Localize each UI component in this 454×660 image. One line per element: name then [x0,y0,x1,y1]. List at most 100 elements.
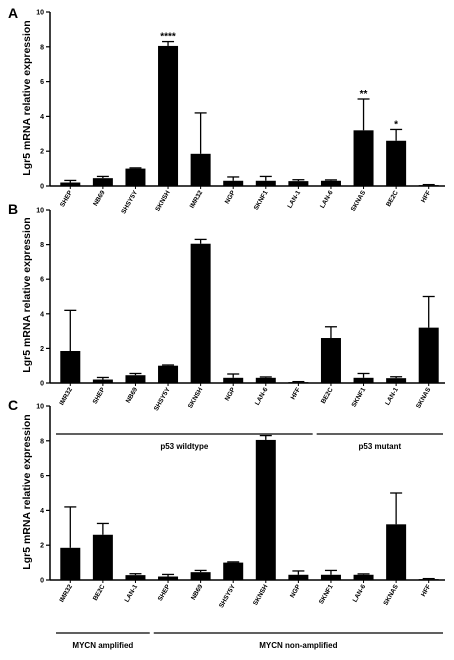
panel-b-bar [125,375,146,383]
panel-b-x-tick-label: LAN-6 [254,386,270,406]
panel-b-x-tick-label: NGP [224,386,237,402]
panel-a-x-tick-label: SHEP [59,189,74,208]
panel-a-y-tick-label: 8 [40,44,44,51]
panel-a-y-tick-label: 10 [36,10,44,17]
panel-b-y-tick-label: 4 [40,311,44,318]
panel-a-x-tick-label: BE2C [385,189,400,208]
panel-c-y-tick-label: 8 [40,438,44,445]
panel-b-x-tick-label: NB69 [125,386,140,404]
panel-a-x-tick-label: SKNF1 [253,189,270,211]
panel-c-label: C [8,397,18,413]
panel-b-label: B [8,201,18,217]
panel-b-bar [190,243,211,383]
panel-c-bar [125,575,146,580]
panel-c-y-tick-label: 6 [40,473,44,480]
panel-b-bar [223,377,244,383]
panel-c-x-tick-label: SKNAS [382,583,400,607]
panel-a-y-tick-label: 6 [40,79,44,86]
panel-b-x-tick-label: SKNSH [187,386,205,409]
panel-a-bar [320,180,341,186]
panel-c-x-tick-label: SHSY5Y [218,583,237,609]
panel-c-bar [386,524,407,580]
panel-b-x-tick-label: SKNAS [415,386,433,410]
panel-a-significance: **** [160,32,176,43]
panel-a-x-tick-label: SHSY5Y [120,189,139,215]
panel-c-bar [223,562,244,580]
panel-c-bar [60,547,81,580]
panel-a-bar [92,178,113,186]
panel-a-x-tick-label: NGP [224,189,237,205]
panel-c-y-axis-label: Lgr5 mRNA relative expression [21,414,33,569]
panel-b-bar [353,377,374,383]
panel-c-bar [158,576,179,580]
panel-b-y-tick-label: 0 [40,381,44,388]
panel-c-bar [353,574,374,580]
panel-b-x-tick-label: SKNF1 [351,386,368,408]
panel-c-x-tick-label: SKNF1 [318,583,335,605]
panel-c-y-tick-label: 0 [40,578,44,585]
panel-b-x-tick-label: BE2C [320,386,335,405]
panel-c-group-label: MYCN non-amplified [259,641,337,650]
panel-c-x-tick-label: SHEP [157,583,172,602]
panel-c-bar [418,579,439,580]
panel-a-bar [125,168,146,186]
panel-b-y-tick-label: 2 [40,346,44,353]
panel-c-bar [288,574,309,580]
panel-b-x-tick-label: SHEP [92,386,107,405]
panel-a-bar [288,181,309,186]
panel-a-x-tick-label: IMR32 [189,189,205,209]
panel-c-x-tick-label: BE2C [92,583,107,602]
panel-a-bar [386,140,407,186]
panel-c-x-tick-label: HFF [420,583,432,597]
panel-c-x-tick-label: SKNSH [252,583,270,606]
panel-c-x-tick-label: IMR32 [58,583,74,603]
panel-b-y-tick-label: 10 [36,208,44,215]
panel-a-y-tick-label: 4 [40,114,44,121]
panel-b-bar [60,350,81,383]
panel-a-y-tick-label: 0 [40,184,44,191]
panel-a-x-tick-label: SKNAS [350,189,368,213]
panel-b-y-tick-label: 8 [40,242,44,249]
panel-c-bar [320,574,341,580]
panel-b-group-label: p53 mutant [358,442,401,451]
panel-c-bar [255,439,276,580]
panel-a-x-tick-label: LAN-1 [286,189,302,209]
panel-a-x-tick-label: LAN-6 [319,189,335,209]
panel-b-bar [92,379,113,383]
panel-c-bar [190,572,211,580]
panel-b-bar [288,382,309,383]
panel-a-x-tick-label: SKNSH [154,189,172,212]
panel-b-bar [418,327,439,383]
panel-a-x-tick-label: HFF [420,189,432,203]
panel-c-y-tick-label: 2 [40,543,44,550]
panel-a-bar [190,153,211,186]
panel-c-group-label: MYCN amplified [72,641,133,650]
panel-a-bar [60,182,81,186]
panel-b-bar [320,338,341,383]
panel-a-bar [158,45,179,187]
panel-a-x-tick-label: NB69 [92,189,107,207]
panel-c-x-tick-label: NB69 [190,583,205,601]
panel-b-group-label: p53 wildtype [160,442,209,451]
panel-b-x-tick-label: IMR32 [58,386,74,406]
panel-a-y-tick-label: 2 [40,149,44,156]
panel-c-bar [92,534,113,580]
panel-c-y-tick-label: 10 [36,404,44,411]
panel-b-bar [386,378,407,383]
panel-b-bar [158,365,179,383]
panel-a-label: A [8,5,18,21]
panel-a-bar [353,130,374,186]
panel-b-x-tick-label: LAN-1 [384,386,400,406]
panel-a-y-axis-label: Lgr5 mRNA relative expression [21,20,33,175]
panel-c-x-tick-label: LAN-6 [352,583,368,603]
panel-b-y-tick-label: 6 [40,277,44,284]
panel-c-x-tick-label: NGP [289,583,302,599]
panel-b-bar [255,377,276,383]
panel-b-x-tick-label: SHSY5Y [153,386,172,412]
panel-a-bar [223,180,244,186]
panel-b-x-tick-label: HFF [290,386,302,400]
panel-b-y-axis-label: Lgr5 mRNA relative expression [21,217,33,372]
panel-a-bar [418,185,439,186]
panel-a-significance: ** [360,89,368,100]
